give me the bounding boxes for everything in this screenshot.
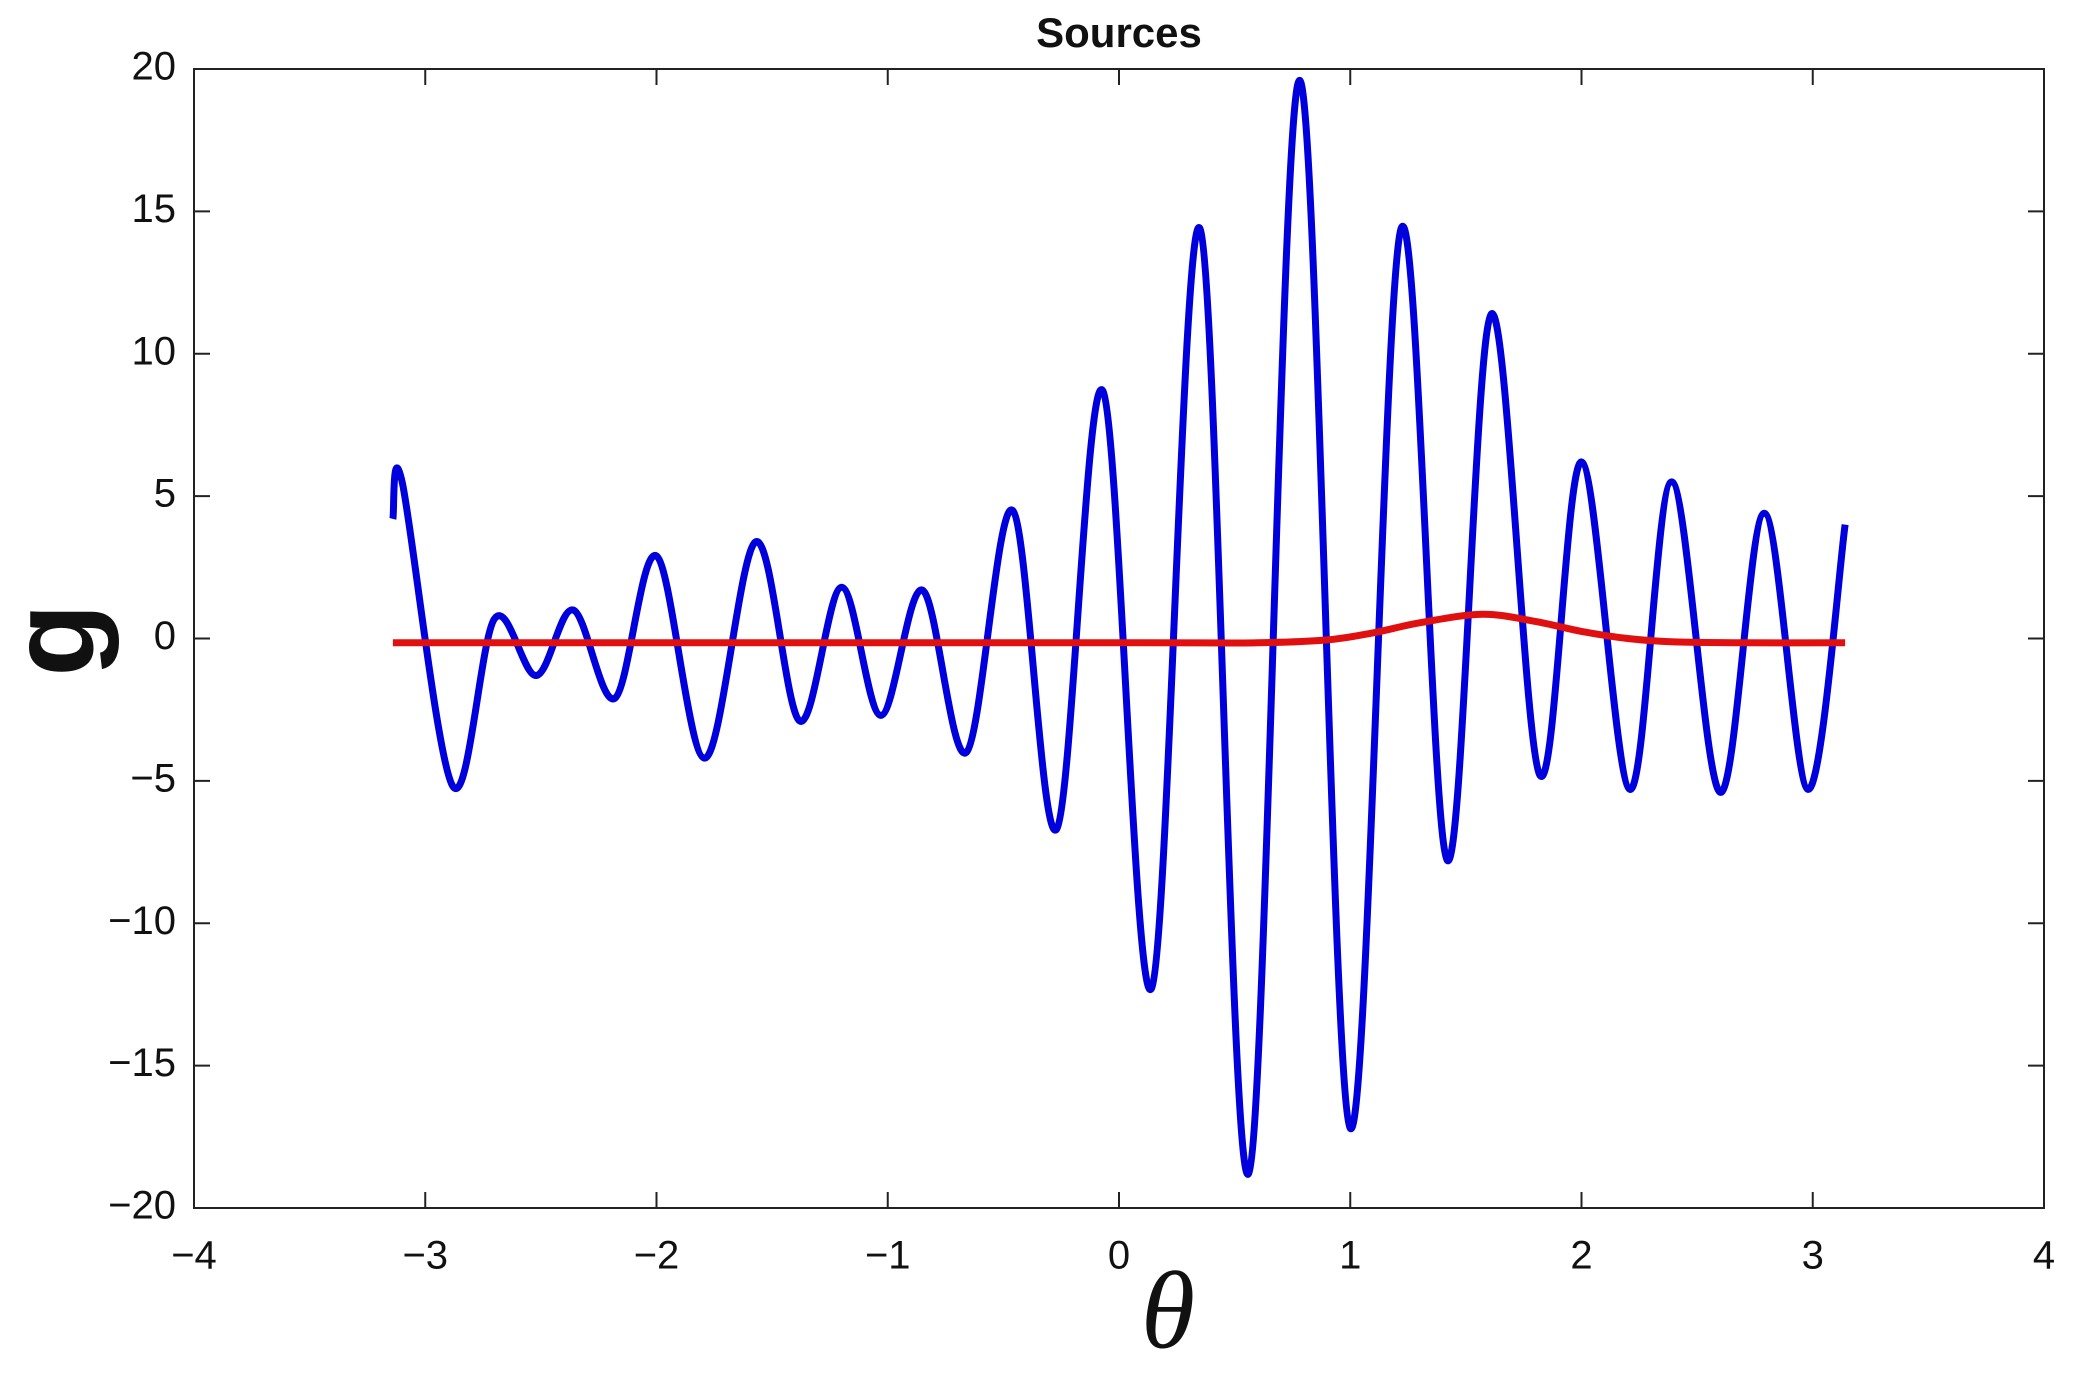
y-tick-label: 20 [132,45,177,89]
data-line [392,610,1846,647]
chart-title: Sources [1036,9,1202,56]
x-tick-label: 4 [2033,1234,2055,1278]
x-axis-label: θ [1141,1249,1195,1371]
plot-frame [193,68,2045,1209]
y-tick-label: 15 [132,187,177,231]
y-tick-label: −20 [108,1184,176,1228]
y-tick-label: 10 [132,329,177,373]
y-tick-label: −15 [108,1041,176,1085]
data-line [389,76,1849,1178]
x-tick-label: −1 [865,1234,911,1278]
y-tick-label: 5 [154,472,176,516]
y-tick-label: −5 [130,756,176,800]
x-tick-label: −3 [402,1234,448,1278]
x-tick-label: 1 [1339,1234,1361,1278]
x-tick-label: −2 [634,1234,680,1278]
x-tick-label: 2 [1570,1234,1592,1278]
x-tick-label: −4 [171,1234,217,1278]
x-tick-label: 3 [1802,1234,1824,1278]
y-tick-label: 0 [154,614,176,658]
x-tick-label: 0 [1108,1234,1130,1278]
y-axis-label: g [0,603,120,676]
y-tick-label: −10 [108,899,176,943]
